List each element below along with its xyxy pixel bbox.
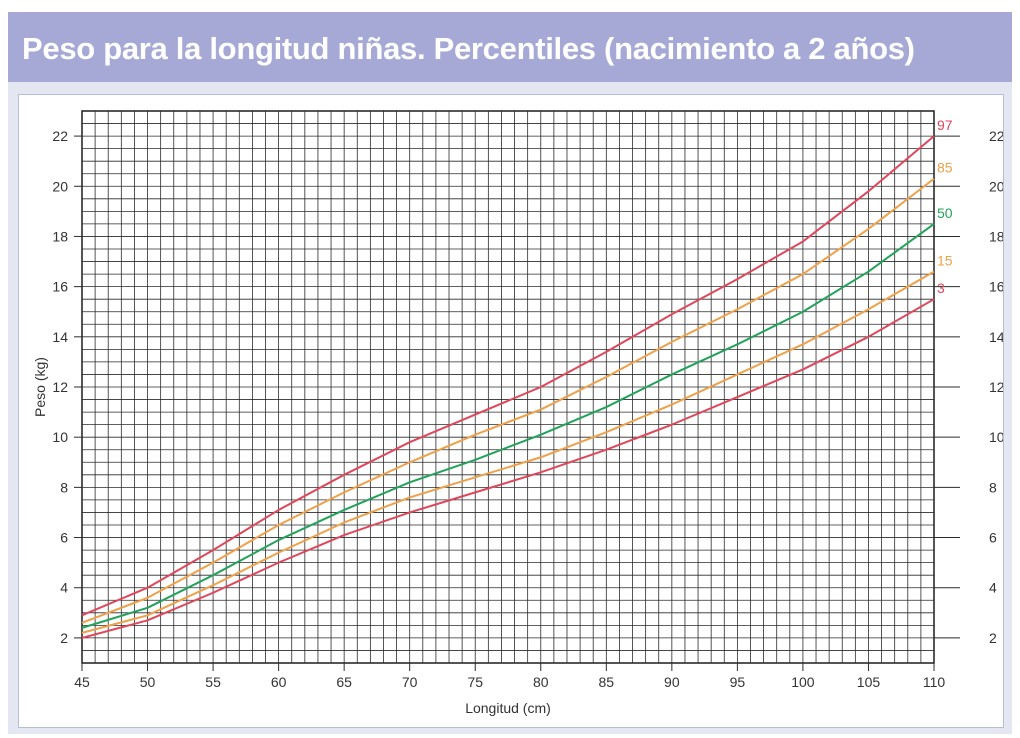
y-tick-label-right: 22 xyxy=(989,128,1003,144)
y-tick-label-left: 2 xyxy=(60,630,68,646)
y-tick-label-left: 18 xyxy=(52,228,68,244)
y-tick-label-left: 14 xyxy=(52,329,68,345)
x-tick-label: 75 xyxy=(467,674,483,690)
y-tick-label-right: 10 xyxy=(989,429,1003,445)
y-tick-label-right: 12 xyxy=(989,379,1003,395)
series-line-p50 xyxy=(81,223,935,629)
series-label-p50: 50 xyxy=(937,205,953,221)
y-tick-label-right: 2 xyxy=(989,630,997,646)
series-label-p3: 3 xyxy=(937,280,945,296)
y-tick-label-right: 14 xyxy=(989,329,1003,345)
y-tick-label-left: 8 xyxy=(60,479,68,495)
chart-title: Peso para la longitud niñas. Percentiles… xyxy=(22,31,915,66)
y-tick-label-right: 18 xyxy=(989,228,1003,244)
x-tick-label: 70 xyxy=(402,674,418,690)
x-axis-label: Longitud (cm) xyxy=(465,700,551,716)
series-line-p85 xyxy=(81,177,935,624)
series-label-p15: 15 xyxy=(937,253,953,269)
series-line-p3 xyxy=(81,298,935,639)
x-tick-label: 110 xyxy=(923,674,946,690)
y-tick-label-left: 4 xyxy=(60,580,68,596)
y-tick-label-right: 20 xyxy=(989,178,1003,194)
y-tick-label-left: 6 xyxy=(60,530,68,546)
x-tick-label: 65 xyxy=(336,674,352,690)
x-tick-label: 55 xyxy=(205,674,221,690)
y-tick-label-right: 16 xyxy=(989,279,1003,295)
y-tick-label-right: 4 xyxy=(989,580,997,596)
y-tick-label-right: 8 xyxy=(989,479,997,495)
x-tick-label: 105 xyxy=(857,674,881,690)
x-tick-label: 80 xyxy=(533,674,549,690)
y-axis-label: Peso (kg) xyxy=(32,357,48,417)
y-tick-label-left: 16 xyxy=(52,279,68,295)
x-tick-label: 100 xyxy=(791,674,815,690)
y-tick-label-left: 20 xyxy=(52,178,68,194)
title-bar: Peso para la longitud niñas. Percentiles… xyxy=(8,12,1012,82)
chart-frame: Peso para la longitud niñas. Percentiles… xyxy=(8,12,1012,734)
chart-panel: 45 50 55 60 65 70 75 80 85 90 95 100 105 110 2 2 4 4 6 6 8 8 1… xyxy=(18,94,1004,728)
y-tick-label-right: 6 xyxy=(989,530,997,546)
x-tick-label: 50 xyxy=(140,674,156,690)
y-tick-label-left: 12 xyxy=(52,379,68,395)
y-tick-label-left: 10 xyxy=(52,429,68,445)
series-line-p97 xyxy=(81,135,935,617)
x-tick-label: 95 xyxy=(730,674,746,690)
x-tick-label: 85 xyxy=(599,674,615,690)
x-tick-label: 60 xyxy=(271,674,287,690)
y-tick-label-left: 22 xyxy=(52,128,68,144)
series-line-p15 xyxy=(81,270,935,634)
series-label-p97: 97 xyxy=(937,117,953,133)
x-tick-label: 45 xyxy=(74,674,90,690)
series-label-p85: 85 xyxy=(937,160,953,176)
x-tick-label: 90 xyxy=(664,674,680,690)
